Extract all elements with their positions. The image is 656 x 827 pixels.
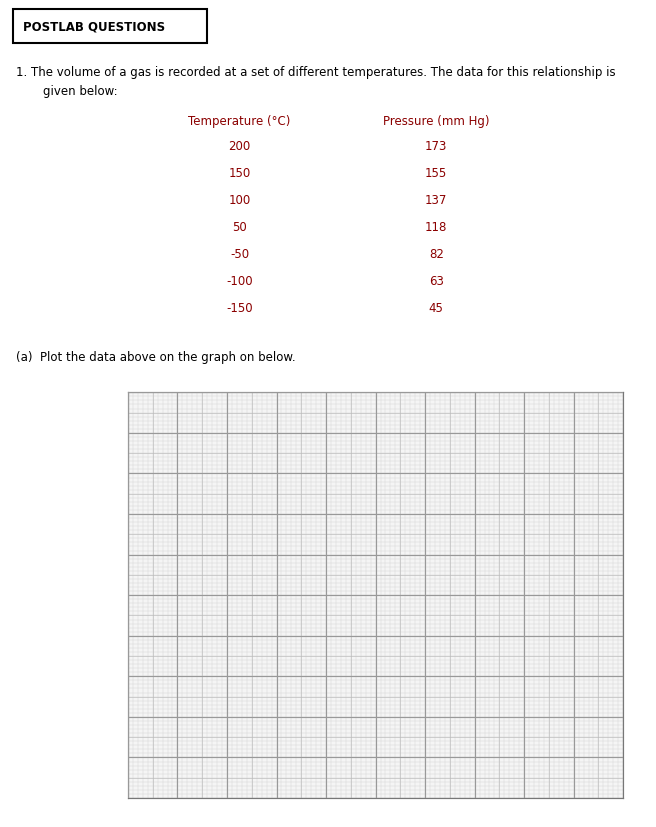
Text: 82: 82	[429, 248, 443, 261]
Text: Pressure (mm Hg): Pressure (mm Hg)	[383, 115, 489, 128]
Text: 137: 137	[425, 194, 447, 207]
Text: 200: 200	[228, 140, 251, 153]
Text: given below:: given below:	[43, 85, 117, 98]
Text: Temperature (°C): Temperature (°C)	[188, 115, 291, 128]
FancyBboxPatch shape	[13, 10, 207, 44]
Text: 155: 155	[425, 167, 447, 179]
Text: 50: 50	[232, 221, 247, 234]
Text: 173: 173	[425, 140, 447, 153]
Text: 45: 45	[429, 302, 443, 315]
Text: -150: -150	[226, 302, 253, 315]
Text: 150: 150	[228, 167, 251, 179]
Text: 100: 100	[228, 194, 251, 207]
Text: 118: 118	[425, 221, 447, 234]
Text: 63: 63	[429, 275, 443, 288]
Text: -100: -100	[226, 275, 253, 288]
Text: (a)  Plot the data above on the graph on below.: (a) Plot the data above on the graph on …	[16, 350, 296, 363]
Text: -50: -50	[230, 248, 249, 261]
Text: 1. The volume of a gas is recorded at a set of different temperatures. The data : 1. The volume of a gas is recorded at a …	[16, 65, 616, 79]
Text: POSTLAB QUESTIONS: POSTLAB QUESTIONS	[23, 21, 165, 33]
